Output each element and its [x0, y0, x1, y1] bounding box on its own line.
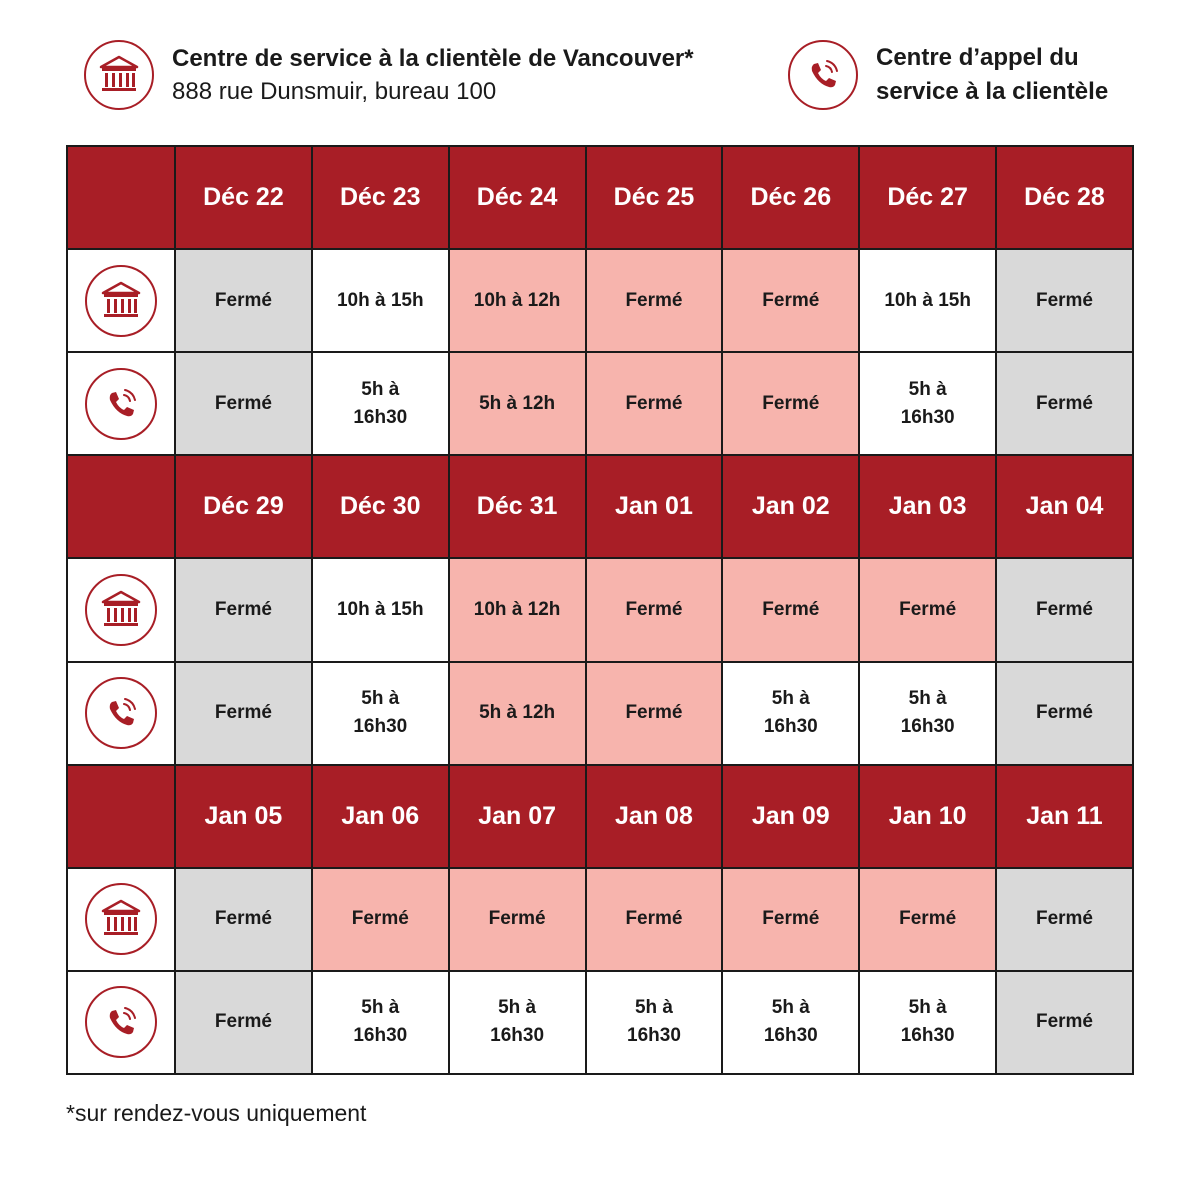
date-header: Déc 29 [174, 454, 313, 560]
branch-title: Centre de service à la clientèle de Vanc… [172, 45, 694, 72]
phone-icon [85, 677, 157, 750]
hours-cell: 5h à 16h30 [858, 660, 998, 766]
row-icon-cell [66, 866, 176, 972]
date-header: Jan 05 [174, 763, 313, 869]
date-header: Déc 31 [447, 454, 587, 560]
hours-cell: 5h à 12h [447, 351, 587, 457]
hours-cell: Fermé [174, 866, 313, 972]
branch-hours-row: Fermé Fermé Fermé Fermé Fermé Fermé Fermé [66, 866, 1134, 972]
hours-cell: Fermé [858, 557, 998, 663]
hours-cell: Fermé [995, 351, 1134, 457]
hours-cell: Fermé [174, 351, 313, 457]
date-header: Déc 27 [858, 144, 998, 251]
row-icon-cell [66, 248, 176, 354]
hours-cell: 5h à 16h30 [310, 969, 450, 1076]
hours-cell: Fermé [310, 866, 450, 972]
legend-branch: Centre de service à la clientèle de Vanc… [84, 40, 694, 110]
hours-cell: Fermé [995, 866, 1134, 972]
hours-cell: 5h à 12h [447, 660, 587, 766]
row-icon-cell [66, 557, 176, 663]
header-corner-cell [66, 763, 176, 869]
row-icon-cell [66, 969, 176, 1076]
hours-cell: Fermé [584, 557, 724, 663]
hours-cell: Fermé [995, 969, 1134, 1076]
branch-hours-row: Fermé 10h à 15h 10h à 12h Fermé Fermé 10h à 1… [66, 248, 1134, 354]
date-header: Déc 24 [447, 144, 587, 251]
hours-cell: Fermé [995, 248, 1134, 354]
date-header: Jan 01 [584, 454, 724, 560]
hours-cell: 5h à 16h30 [447, 969, 587, 1076]
bank-building-icon [85, 264, 157, 337]
call-centre-hours-row: Fermé 5h à 16h30 5h à 16h30 5h à 16h30 5h à … [66, 969, 1134, 1076]
hours-cell: 5h à 16h30 [310, 660, 450, 766]
date-header: Déc 25 [584, 144, 724, 251]
hours-cell: 5h à 16h30 [584, 969, 724, 1076]
bank-building-icon [85, 883, 157, 956]
date-header: Jan 06 [310, 763, 450, 869]
phone-icon [788, 40, 858, 110]
hours-cell: 5h à 16h30 [858, 969, 998, 1076]
row-icon-cell [66, 660, 176, 766]
week-header-row: Jan 05 Jan 06 Jan 07 Jan 08 Jan 09 Jan 10 Jan … [66, 763, 1134, 869]
bank-building-icon [85, 573, 157, 646]
call-centre-hours-row: Fermé 5h à 16h30 5h à 12h Fermé Fermé 5h à 16… [66, 351, 1134, 457]
header-corner-cell [66, 454, 176, 560]
phone-icon [85, 367, 157, 440]
hours-cell: Fermé [721, 351, 861, 457]
date-header: Jan 02 [721, 454, 861, 560]
header-corner-cell [66, 144, 176, 251]
hours-cell: Fermé [721, 866, 861, 972]
hours-cell: 10h à 15h [310, 248, 450, 354]
hours-cell: 10h à 15h [858, 248, 998, 354]
date-header: Jan 04 [995, 454, 1134, 560]
hours-cell: 10h à 12h [447, 248, 587, 354]
hours-cell: 10h à 15h [310, 557, 450, 663]
hours-cell: Fermé [584, 351, 724, 457]
branch-address: 888 rue Dunsmuir, bureau 100 [172, 78, 497, 105]
date-header: Jan 11 [995, 763, 1134, 869]
row-icon-cell [66, 351, 176, 457]
bank-building-icon [84, 40, 154, 110]
call-centre-hours-row: Fermé 5h à 16h30 5h à 12h Fermé 5h à 16h30 5h… [66, 660, 1134, 766]
hours-cell: Fermé [995, 557, 1134, 663]
date-header: Jan 09 [721, 763, 861, 869]
legend-call-centre: Centre d’appel du service à la clientèle [788, 40, 1126, 110]
hours-cell: 5h à 16h30 [721, 969, 861, 1076]
hours-cell: Fermé [995, 660, 1134, 766]
hours-cell: Fermé [174, 969, 313, 1076]
hours-cell: Fermé [721, 248, 861, 354]
branch-hours-row: Fermé 10h à 15h 10h à 12h Fermé Fermé Fermé Fe… [66, 557, 1134, 663]
holiday-hours-table: Déc 22 Déc 23 Déc 24 Déc 25 Déc 26 Déc 27 Déc … [66, 144, 1134, 1076]
hours-cell: Fermé [584, 248, 724, 354]
date-header: Déc 30 [310, 454, 450, 560]
hours-cell: Fermé [174, 660, 313, 766]
date-header: Jan 07 [447, 763, 587, 869]
hours-cell: 10h à 12h [447, 557, 587, 663]
call-centre-title: Centre d’appel du service à la clientèle [876, 44, 1109, 105]
hours-cell: 5h à 16h30 [721, 660, 861, 766]
hours-cell: Fermé [174, 248, 313, 354]
hours-cell: Fermé [584, 660, 724, 766]
hours-cell: Fermé [858, 866, 998, 972]
date-header: Déc 28 [995, 144, 1134, 251]
hours-cell: Fermé [721, 557, 861, 663]
footnote: *sur rendez-vous uniquement [66, 1100, 367, 1126]
hours-cell: Fermé [174, 557, 313, 663]
hours-cell: 5h à 16h30 [310, 351, 450, 457]
date-header: Déc 26 [721, 144, 861, 251]
hours-cell: 5h à 16h30 [858, 351, 998, 457]
week-header-row: Déc 29 Déc 30 Déc 31 Jan 01 Jan 02 Jan 03 Jan … [66, 454, 1134, 560]
week-header-row: Déc 22 Déc 23 Déc 24 Déc 25 Déc 26 Déc 27 Déc … [66, 144, 1134, 251]
date-header: Déc 22 [174, 144, 313, 251]
date-header: Déc 23 [310, 144, 450, 251]
date-header: Jan 03 [858, 454, 998, 560]
hours-cell: Fermé [447, 866, 587, 972]
phone-icon [85, 986, 157, 1059]
hours-cell: Fermé [584, 866, 724, 972]
date-header: Jan 10 [858, 763, 998, 869]
date-header: Jan 08 [584, 763, 724, 869]
